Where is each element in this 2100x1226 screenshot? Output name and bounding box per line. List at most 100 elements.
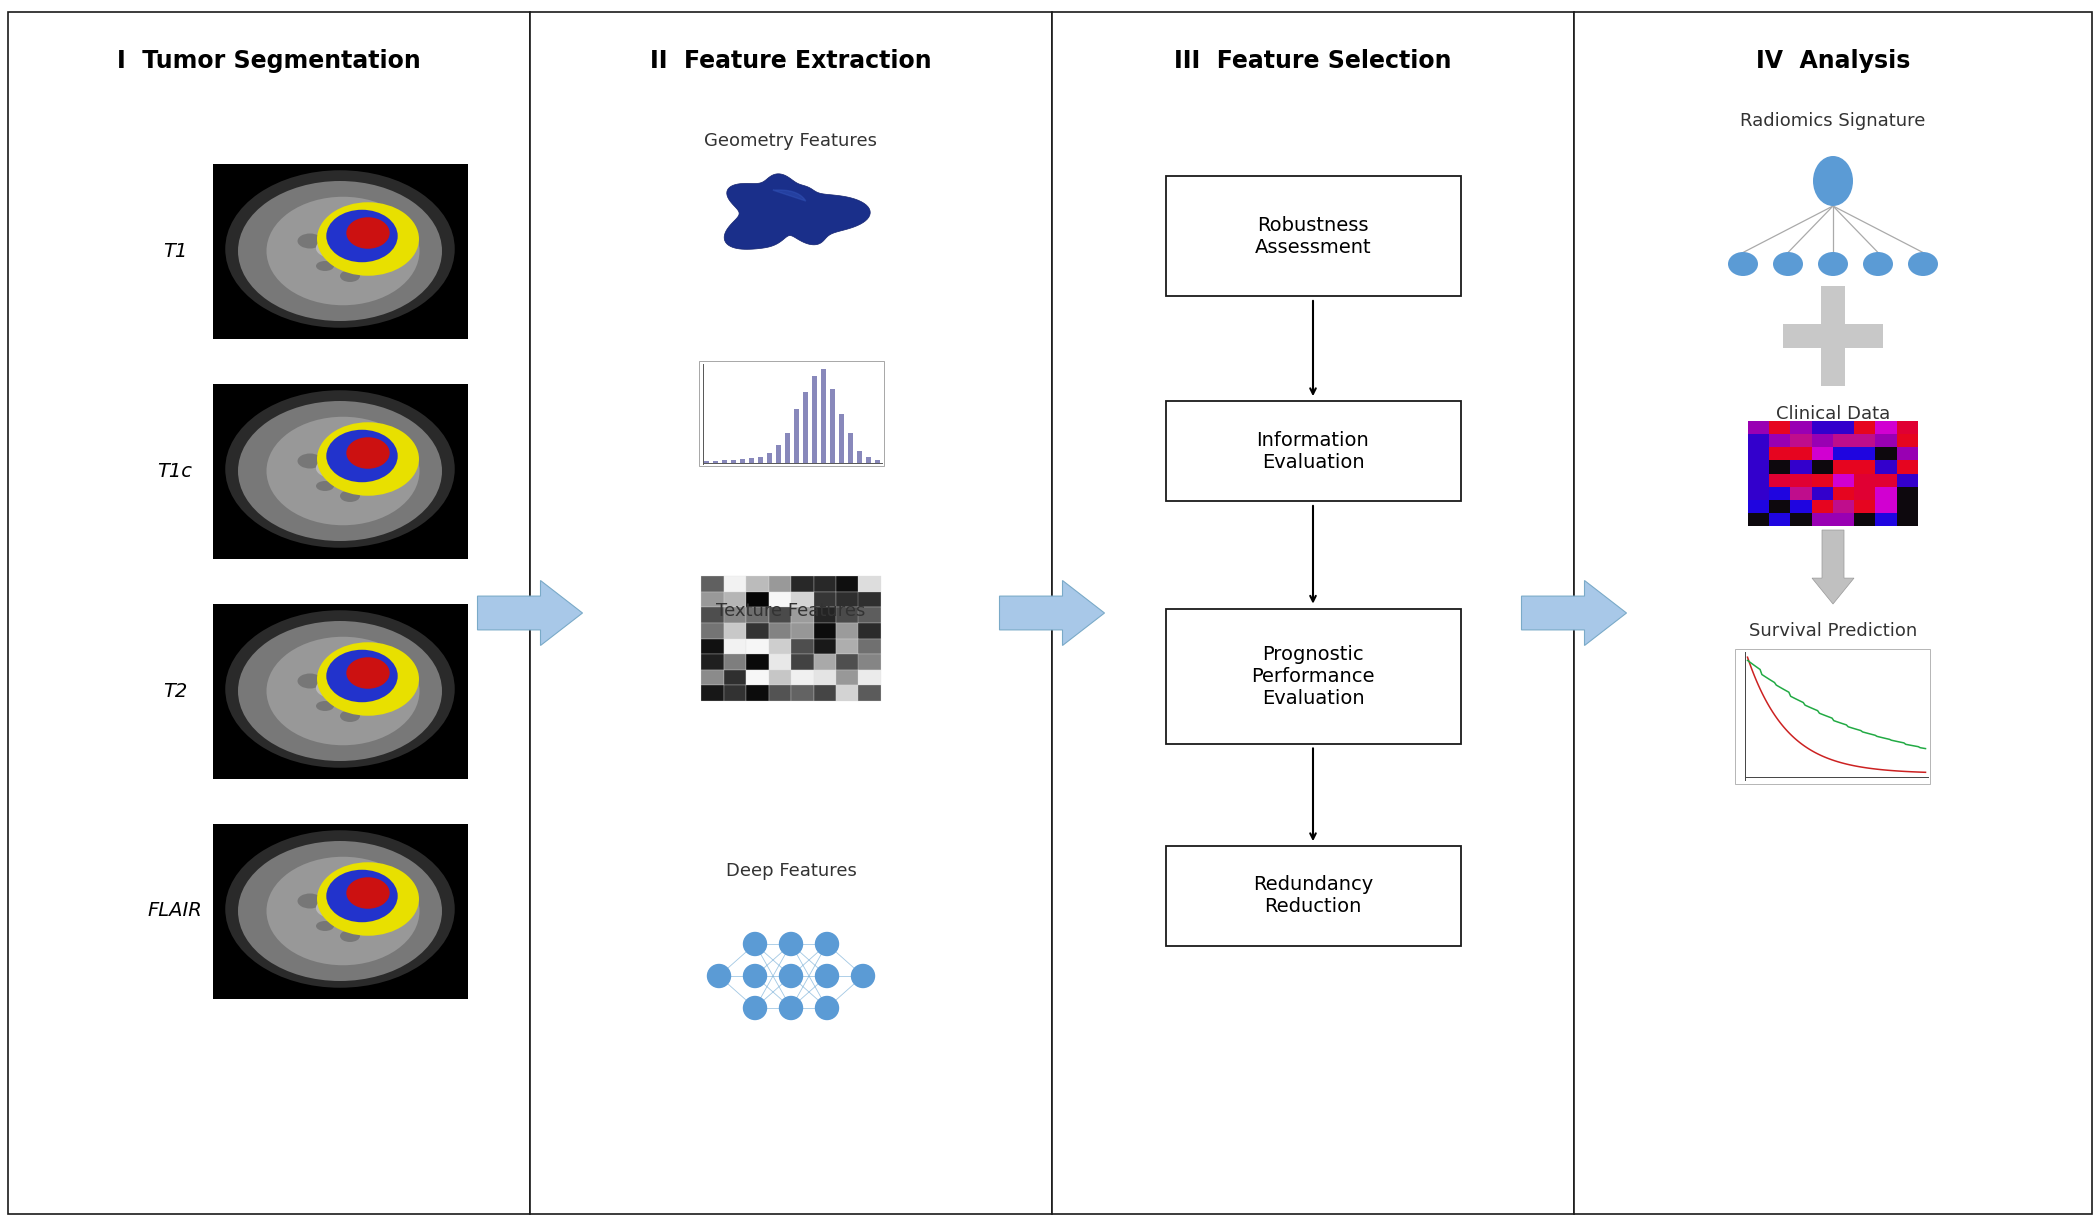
Bar bbox=[1833, 421, 1854, 434]
Bar bbox=[1833, 512, 1854, 526]
Ellipse shape bbox=[298, 894, 323, 908]
Ellipse shape bbox=[225, 170, 456, 327]
Bar bbox=[859, 655, 882, 669]
Bar bbox=[701, 639, 724, 655]
Bar bbox=[8, 12, 529, 1214]
Ellipse shape bbox=[346, 438, 391, 468]
Bar bbox=[1812, 447, 1833, 461]
Bar bbox=[1833, 434, 1854, 447]
Bar bbox=[1768, 421, 1791, 434]
Bar bbox=[1833, 473, 1854, 487]
Ellipse shape bbox=[298, 673, 323, 689]
Bar bbox=[1896, 473, 1917, 487]
Bar bbox=[769, 623, 792, 639]
Bar bbox=[769, 655, 792, 669]
Bar bbox=[836, 607, 859, 623]
Bar bbox=[1768, 512, 1791, 526]
Text: Redundancy
Reduction: Redundancy Reduction bbox=[1254, 875, 1373, 917]
Bar bbox=[724, 607, 746, 623]
Bar bbox=[731, 460, 737, 463]
Ellipse shape bbox=[1812, 156, 1852, 206]
Bar bbox=[1854, 487, 1875, 500]
Bar bbox=[701, 623, 724, 639]
Bar bbox=[792, 669, 813, 685]
Bar bbox=[1791, 512, 1812, 526]
Bar bbox=[1854, 500, 1875, 512]
Ellipse shape bbox=[340, 931, 359, 942]
Text: T1: T1 bbox=[164, 242, 187, 260]
Bar bbox=[769, 607, 792, 623]
Ellipse shape bbox=[317, 202, 420, 276]
Ellipse shape bbox=[346, 878, 391, 908]
Bar bbox=[746, 669, 769, 685]
Bar bbox=[1791, 500, 1812, 512]
Bar bbox=[1896, 421, 1917, 434]
Bar bbox=[813, 685, 836, 701]
Bar bbox=[821, 369, 825, 463]
Bar bbox=[1854, 473, 1875, 487]
Bar bbox=[1783, 324, 1884, 348]
Bar bbox=[792, 685, 813, 701]
Text: Information
Evaluation: Information Evaluation bbox=[1256, 430, 1369, 472]
Bar bbox=[838, 413, 844, 463]
Bar bbox=[724, 576, 746, 592]
Bar bbox=[701, 655, 724, 669]
Bar bbox=[746, 639, 769, 655]
Bar bbox=[1791, 487, 1812, 500]
Bar bbox=[813, 607, 836, 623]
Bar bbox=[859, 685, 882, 701]
Bar bbox=[1768, 434, 1791, 447]
Bar bbox=[859, 623, 882, 639]
Bar bbox=[859, 639, 882, 655]
Text: Prognostic
Performance
Evaluation: Prognostic Performance Evaluation bbox=[1252, 645, 1376, 707]
Bar bbox=[1747, 447, 1768, 461]
Text: II  Feature Extraction: II Feature Extraction bbox=[651, 49, 932, 74]
Bar bbox=[750, 459, 754, 463]
Bar bbox=[1812, 461, 1833, 473]
Bar bbox=[1768, 500, 1791, 512]
Bar bbox=[836, 623, 859, 639]
Bar bbox=[792, 592, 813, 607]
Text: III  Feature Selection: III Feature Selection bbox=[1174, 49, 1451, 74]
Bar bbox=[813, 669, 836, 685]
Ellipse shape bbox=[317, 422, 420, 495]
Bar bbox=[1166, 401, 1459, 501]
Bar bbox=[859, 669, 882, 685]
Ellipse shape bbox=[298, 454, 323, 468]
Text: Intensity Features: Intensity Features bbox=[710, 371, 872, 390]
Bar bbox=[722, 460, 727, 463]
Bar bbox=[769, 669, 792, 685]
Bar bbox=[813, 592, 836, 607]
Bar bbox=[701, 669, 724, 685]
Circle shape bbox=[779, 965, 802, 987]
Text: I  Tumor Segmentation: I Tumor Segmentation bbox=[118, 49, 420, 74]
Bar bbox=[836, 655, 859, 669]
Bar bbox=[836, 685, 859, 701]
Ellipse shape bbox=[237, 622, 441, 761]
Ellipse shape bbox=[267, 417, 420, 525]
Ellipse shape bbox=[315, 457, 355, 478]
Ellipse shape bbox=[225, 830, 456, 988]
Bar bbox=[1875, 473, 1896, 487]
Ellipse shape bbox=[1772, 253, 1804, 276]
Bar bbox=[1833, 447, 1854, 461]
Ellipse shape bbox=[267, 636, 420, 745]
Bar bbox=[1854, 434, 1875, 447]
Bar bbox=[1768, 473, 1791, 487]
Bar bbox=[699, 360, 884, 466]
Circle shape bbox=[815, 997, 838, 1020]
Bar bbox=[859, 576, 882, 592]
Polygon shape bbox=[724, 174, 869, 249]
Ellipse shape bbox=[340, 270, 359, 282]
Bar bbox=[802, 392, 808, 463]
Ellipse shape bbox=[315, 261, 334, 271]
Bar bbox=[1812, 473, 1833, 487]
Bar bbox=[701, 592, 724, 607]
Bar bbox=[739, 459, 745, 463]
Bar bbox=[1747, 421, 1768, 434]
Ellipse shape bbox=[340, 710, 359, 722]
Bar bbox=[1896, 487, 1917, 500]
Ellipse shape bbox=[326, 650, 397, 702]
Bar bbox=[1166, 846, 1459, 946]
Ellipse shape bbox=[357, 230, 372, 242]
